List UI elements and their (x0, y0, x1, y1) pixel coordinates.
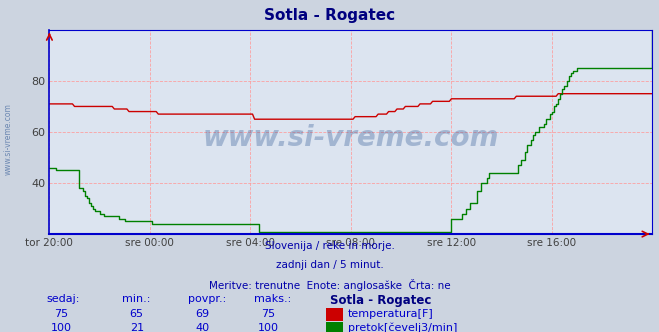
Text: 100: 100 (51, 323, 71, 332)
Text: www.si-vreme.com: www.si-vreme.com (203, 124, 499, 152)
Text: Sotla - Rogatec: Sotla - Rogatec (264, 8, 395, 23)
Text: 40: 40 (196, 323, 210, 332)
Text: sedaj:: sedaj: (46, 294, 80, 304)
Text: 69: 69 (196, 309, 210, 319)
Text: 75: 75 (54, 309, 68, 319)
Text: zadnji dan / 5 minut.: zadnji dan / 5 minut. (275, 260, 384, 270)
Text: Sotla - Rogatec: Sotla - Rogatec (330, 294, 431, 307)
Text: pretok[čevelj3/min]: pretok[čevelj3/min] (348, 323, 457, 332)
Text: 21: 21 (130, 323, 144, 332)
Text: 75: 75 (262, 309, 275, 319)
Text: min.:: min.: (122, 294, 150, 304)
Text: www.si-vreme.com: www.si-vreme.com (3, 104, 13, 175)
Text: 65: 65 (130, 309, 144, 319)
Text: temperatura[F]: temperatura[F] (348, 309, 434, 319)
Text: Meritve: trenutne  Enote: anglosaške  Črta: ne: Meritve: trenutne Enote: anglosaške Črta… (209, 279, 450, 291)
Text: povpr.:: povpr.: (188, 294, 226, 304)
Text: Slovenija / reke in morje.: Slovenija / reke in morje. (264, 241, 395, 251)
Text: 100: 100 (258, 323, 279, 332)
Text: maks.:: maks.: (254, 294, 291, 304)
